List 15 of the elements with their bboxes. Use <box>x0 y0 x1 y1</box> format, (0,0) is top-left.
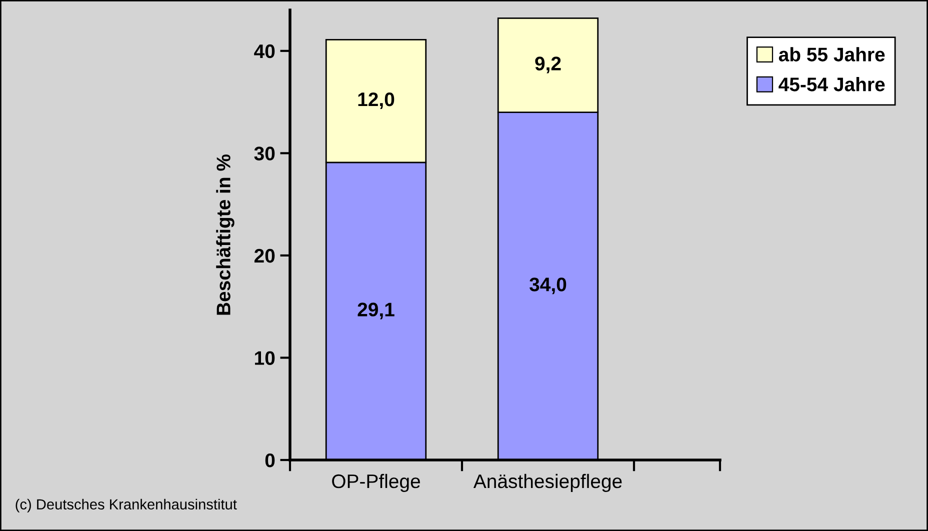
y-tick-label: 0 <box>265 453 275 468</box>
data-label: 12,0 <box>358 92 394 110</box>
data-label: 9,2 <box>535 56 561 74</box>
data-label: 29,1 <box>358 302 394 320</box>
y-tick-label: 30 <box>254 146 275 160</box>
y-axis-title: Beschäftigte in % <box>216 154 234 315</box>
x-tick-label: Anästhesiepflege <box>473 474 622 492</box>
y-tick-label: 10 <box>255 351 275 365</box>
x-tick-label: OP-Pflege <box>332 474 420 492</box>
text: (c) Deutsches Krankenhausinstitut <box>16 498 237 512</box>
y-tick-label: 20 <box>254 248 275 263</box>
legend-label: 45-54 Jahre <box>778 77 885 92</box>
data-label: 34,0 <box>530 278 566 294</box>
y-tick-label: 40 <box>254 44 275 58</box>
legend-label: ab 55 Jahre <box>778 47 885 62</box>
